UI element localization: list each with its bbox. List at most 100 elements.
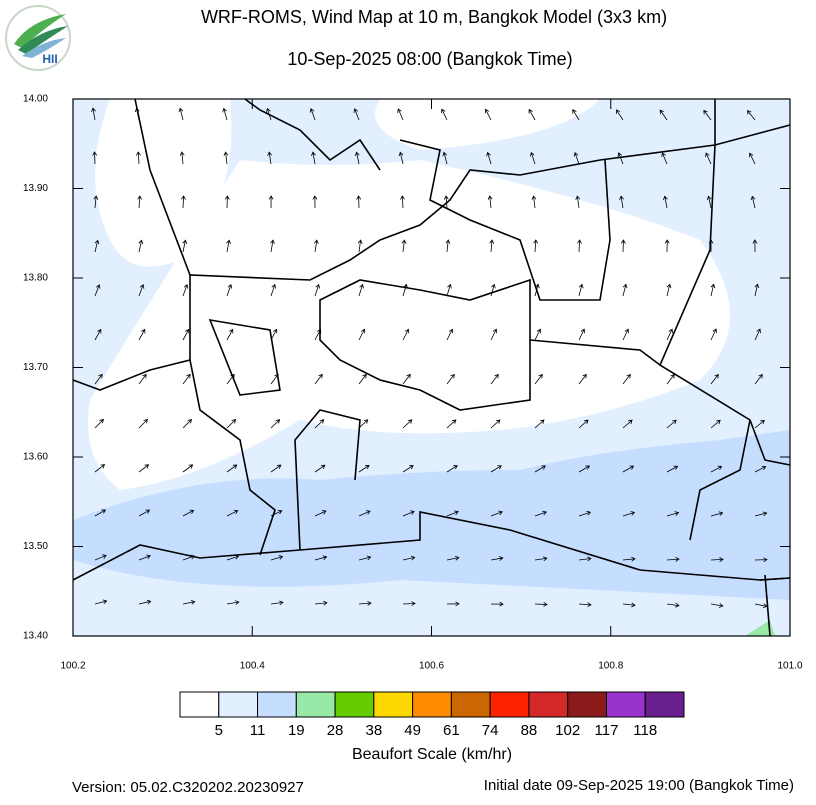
wind-arrow — [270, 555, 284, 561]
wind-arrow — [226, 554, 240, 561]
wind-arrow — [708, 239, 714, 253]
wind-arrow — [533, 239, 539, 253]
wind-arrow — [710, 283, 716, 297]
wind-arrow — [446, 465, 458, 473]
wind-arrow — [94, 373, 103, 385]
wind-arrow — [226, 239, 231, 253]
wind-arrow — [750, 195, 756, 209]
district-border — [399, 139, 611, 301]
colorbar-box — [567, 691, 607, 718]
wind-arrows — [91, 107, 768, 609]
wind-arrow — [754, 603, 768, 609]
wind-arrow — [486, 151, 492, 165]
wind-arrow — [616, 109, 624, 121]
wind-arrow — [578, 373, 587, 385]
wind-arrow — [358, 600, 372, 606]
wind-arrow — [747, 110, 756, 121]
wind-arrow — [358, 328, 366, 341]
wind-arrow — [534, 510, 548, 517]
colorbar-box — [528, 691, 569, 718]
wind-arrow — [94, 418, 104, 429]
x-tick-label: 100.6 — [419, 661, 444, 672]
wind-arrow — [446, 283, 452, 297]
wind-arrow — [534, 419, 545, 429]
wind-arrow — [182, 509, 195, 517]
x-tick-label: 100.8 — [598, 661, 623, 672]
district-border — [319, 278, 531, 411]
wind-arrow — [270, 464, 282, 473]
wind-arrow — [136, 151, 141, 165]
wind-arrow — [578, 419, 589, 429]
colorbar-label: 11 — [250, 722, 266, 739]
wind-arrow — [622, 328, 629, 341]
wind-arrow — [754, 373, 763, 385]
wind-arrow — [622, 465, 635, 473]
wind-arrow — [666, 373, 675, 385]
colorbar-box — [605, 691, 646, 718]
wind-arrow — [622, 556, 636, 562]
wind-arrow — [358, 283, 364, 297]
wind-arrow — [138, 599, 152, 605]
colorbar-box — [218, 691, 259, 718]
wind-arrow — [182, 239, 188, 253]
wind-arrow — [182, 283, 189, 297]
version: Version: 05.02.C320202.20230927 — [72, 779, 304, 796]
wind-arrow — [490, 283, 496, 297]
wind-arrow — [528, 108, 536, 121]
wind-arrow — [222, 107, 228, 121]
colorbar-box — [295, 691, 336, 718]
wind-arrow — [94, 328, 102, 341]
y-tick-label: 13.40 — [23, 631, 48, 642]
colorbar-box — [644, 691, 685, 718]
wind-arrow — [534, 465, 546, 473]
wind-arrow — [94, 464, 106, 473]
wind-arrow — [441, 108, 448, 121]
wind-arrow — [490, 510, 503, 517]
wind-arrow — [137, 195, 143, 209]
wind-arrow — [92, 151, 98, 165]
wind-arrow — [666, 602, 680, 608]
wind-arrow — [270, 328, 278, 341]
wind-arrow — [181, 195, 186, 209]
wind-arrow — [617, 152, 624, 165]
wind-arrow — [314, 328, 322, 341]
wind-arrow — [534, 601, 548, 607]
wind-arrow — [490, 556, 504, 561]
colorbar-label: 102 — [555, 722, 580, 739]
wind-arrow — [622, 373, 631, 385]
wind-arrow — [578, 465, 591, 473]
wind-arrow — [534, 328, 542, 341]
wind-arrow — [402, 373, 411, 385]
wind-arrow — [270, 283, 277, 297]
wind-arrow — [314, 419, 325, 429]
wind-arrow — [577, 239, 582, 253]
district-border — [244, 98, 381, 171]
wind-arrow — [270, 600, 284, 606]
wind-arrow — [314, 373, 323, 385]
wind-arrow — [443, 195, 449, 209]
wind-arrow — [354, 151, 360, 165]
wind-arrow — [490, 601, 504, 607]
colorbar-label: 61 — [443, 722, 460, 739]
wind-arrow — [93, 195, 99, 209]
title: WRF-ROMS, Wind Map at 10 m, Bangkok Mode… — [201, 7, 667, 27]
wind-zone — [745, 620, 775, 636]
wind-arrow — [226, 373, 235, 385]
wind-arrow — [666, 283, 672, 297]
logo-leaf — [22, 38, 66, 58]
initial-date: Initial date 09-Sep-2025 19:00 (Bangkok … — [484, 777, 794, 794]
wind-zone — [73, 430, 790, 636]
wind-arrow — [710, 465, 723, 473]
wind-arrow — [138, 464, 150, 473]
wind-arrow — [446, 419, 457, 429]
wind-arrow — [754, 283, 760, 297]
wind-arrow — [134, 107, 140, 121]
wind-arrow — [442, 151, 448, 165]
wind-arrow — [270, 239, 275, 253]
colorbar-label: 88 — [521, 722, 538, 739]
wind-arrow — [270, 419, 281, 429]
wind-arrow — [659, 109, 668, 121]
colorbar-box — [489, 691, 530, 718]
map-area — [72, 98, 791, 637]
wind-arrow — [445, 239, 451, 253]
